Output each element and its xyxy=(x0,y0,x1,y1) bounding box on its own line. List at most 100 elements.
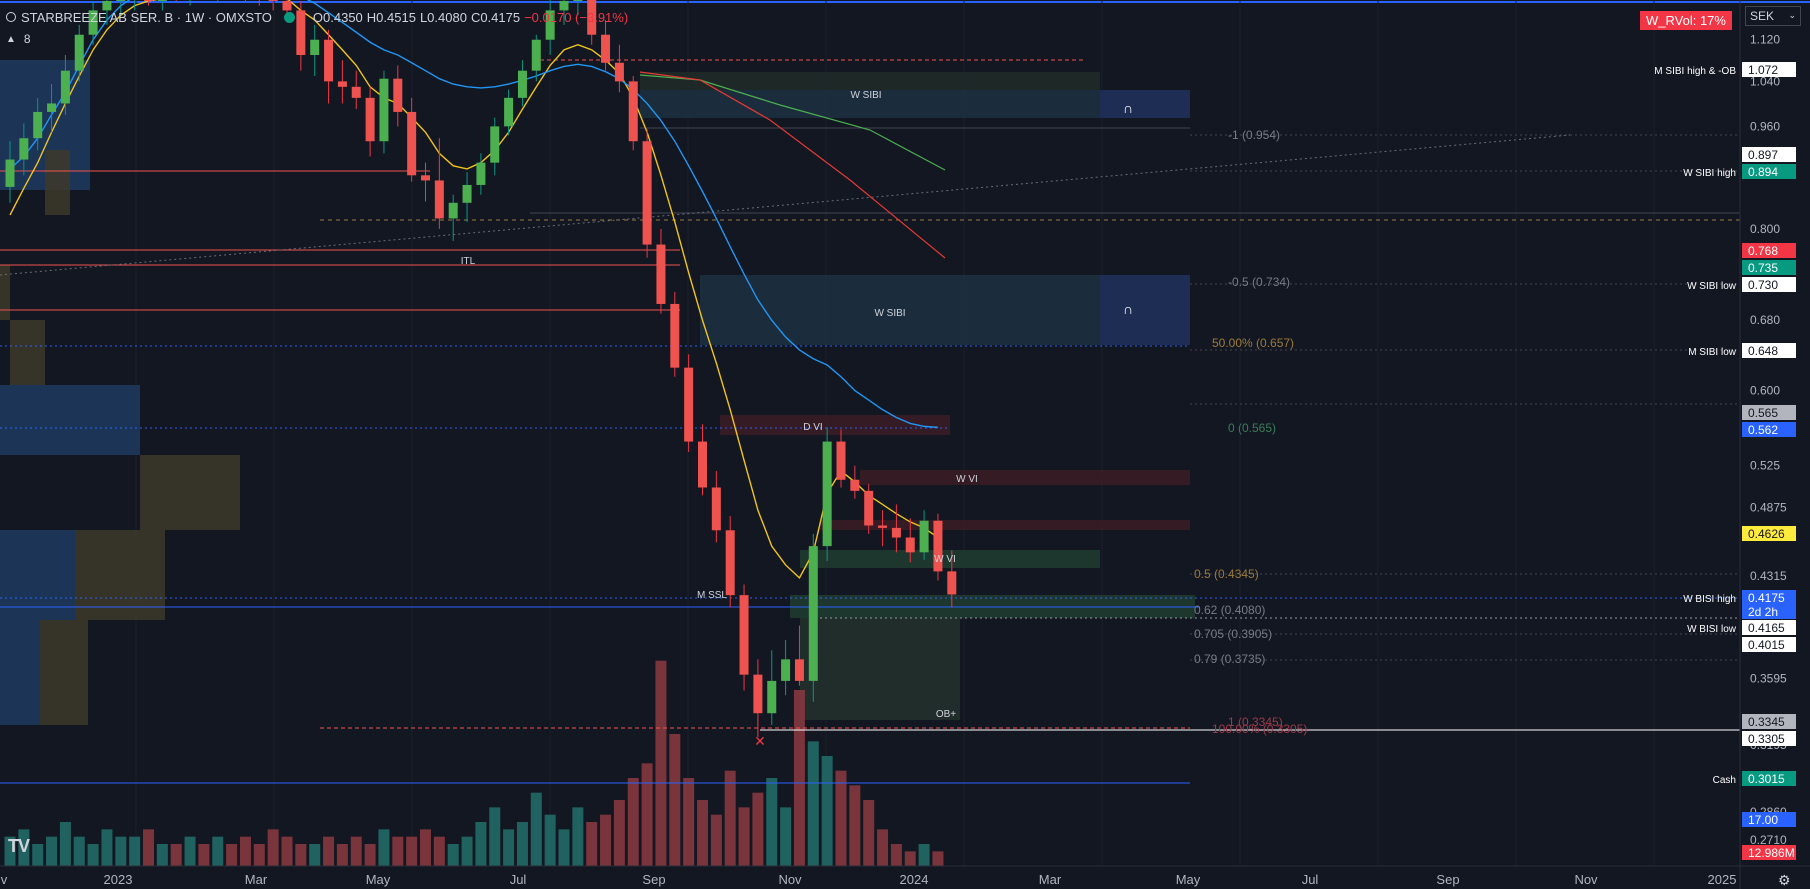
volume-bar xyxy=(46,836,58,866)
volume-profile-box xyxy=(140,455,240,530)
price-badge-value: 0.894 xyxy=(1748,165,1778,179)
price-badge-label: M SIBI low xyxy=(1688,347,1737,358)
fib-level-label: 0 (0.565) xyxy=(1228,421,1276,435)
rvol-badge: W_RVol: 17% xyxy=(1640,11,1732,30)
price-badge-value: 0.648 xyxy=(1748,344,1778,358)
moving-average-line xyxy=(9,0,939,580)
candle-body xyxy=(462,184,472,203)
time-tick: Nov xyxy=(778,872,802,887)
volume-bar xyxy=(309,844,321,866)
volume-bar xyxy=(613,800,625,866)
tradingview-logo[interactable]: TV xyxy=(8,836,30,856)
zone-label: D VI xyxy=(803,422,822,433)
volume-bar xyxy=(710,814,722,866)
volume-profile-box xyxy=(0,385,140,455)
fib-level-label: 0.62 (0.4080) xyxy=(1194,603,1265,617)
candle-body xyxy=(781,659,791,681)
zone-box xyxy=(640,72,1100,90)
volume-bar xyxy=(420,829,431,866)
fib-level-label: 0.705 (0.3905) xyxy=(1194,627,1272,641)
volume-bar xyxy=(918,844,930,866)
volume-bar xyxy=(239,836,251,866)
time-tick: Mar xyxy=(245,872,268,887)
fib-level-label: 0.79 (0.3735) xyxy=(1194,652,1265,666)
price-tick: 0.960 xyxy=(1750,119,1780,133)
symbol-header[interactable]: STARBREEZE AB SER. B · 1W · OMXSTO O0.43… xyxy=(6,8,634,26)
candle-body xyxy=(573,0,583,1)
candle-body xyxy=(670,303,680,368)
volume-bar xyxy=(295,844,307,866)
symbol-title[interactable]: STARBREEZE AB SER. B · 1W · OMXSTO xyxy=(21,9,272,25)
candle-body xyxy=(116,0,126,1)
indicator-toggle[interactable]: ▲ 8 xyxy=(6,32,31,46)
price-badge-value: 0.3305 xyxy=(1748,732,1785,746)
zone-label: ITL xyxy=(461,256,476,267)
candle-body xyxy=(725,530,735,596)
price-badge xyxy=(1742,590,1796,605)
candle-body xyxy=(351,86,361,98)
zone-label: W SIBI xyxy=(850,90,881,101)
zone-label: OB+ xyxy=(936,709,956,720)
zone-label: M SSL xyxy=(697,590,727,601)
price-badge-value: 0.4626 xyxy=(1748,527,1785,541)
volume-bar xyxy=(212,836,224,866)
volume-profile-box xyxy=(75,530,165,620)
volume-bar xyxy=(198,844,210,866)
price-badge xyxy=(1742,62,1796,77)
price-badge-value: 0.897 xyxy=(1748,148,1778,162)
fib-level-label: 1 (0.3345) xyxy=(1228,715,1283,729)
market-open-icon xyxy=(283,11,295,23)
volume-bar xyxy=(683,778,695,866)
price-tick: 0.525 xyxy=(1750,459,1780,473)
volume-bar xyxy=(143,829,154,866)
volume-bar xyxy=(129,836,141,866)
candle-body xyxy=(836,441,846,480)
volume-bar xyxy=(226,844,238,866)
volume-bar xyxy=(461,836,473,866)
candle-body xyxy=(60,70,70,104)
ohlc-high: H0.4515 xyxy=(366,9,416,25)
candle-body xyxy=(421,175,430,181)
price-badge xyxy=(1742,771,1796,786)
volume-bar xyxy=(697,800,708,866)
candle-body xyxy=(891,527,901,538)
fib-level-label: 100.00% (0.3305) xyxy=(1212,722,1307,736)
volume-bar xyxy=(780,807,792,866)
gear-icon[interactable]: ⚙ xyxy=(1778,872,1791,888)
candle-body xyxy=(947,571,957,595)
candle-body xyxy=(822,441,832,547)
price-badge-value: 0.4015 xyxy=(1748,638,1785,652)
zone-label: W VI xyxy=(956,474,978,485)
time-tick: May xyxy=(1176,872,1201,887)
zone-label: W VI xyxy=(934,554,956,565)
price-badge xyxy=(1742,164,1796,179)
fib-level-label: 50.00% (0.657) xyxy=(1212,336,1294,350)
price-badge-value: 0.730 xyxy=(1748,278,1778,292)
candle-body xyxy=(379,78,389,142)
candle-body xyxy=(767,680,777,714)
volume-bar xyxy=(281,836,293,866)
price-tick: 0.800 xyxy=(1750,222,1780,236)
price-badge-value: 0.565 xyxy=(1748,406,1778,420)
time-tick: Sep xyxy=(1436,872,1459,887)
candle-body xyxy=(850,479,860,491)
price-tick: 0.2710 xyxy=(1750,833,1787,847)
price-badge xyxy=(1742,260,1796,275)
volume-bar xyxy=(115,836,127,866)
volume-profile-box xyxy=(0,620,40,725)
candle-body xyxy=(504,97,514,127)
currency-value: SEK xyxy=(1750,9,1775,23)
volume-bar xyxy=(807,741,819,866)
candle-body xyxy=(531,39,541,71)
candle-body xyxy=(310,39,320,55)
volume-bar xyxy=(793,690,805,866)
volume-bar xyxy=(877,829,889,866)
candle-body xyxy=(337,81,347,87)
volume-bar xyxy=(600,814,612,866)
price-badge-label: W SIBI high xyxy=(1683,168,1736,179)
fib-level-label: -0.5 (0.734) xyxy=(1228,275,1290,289)
volume-bar xyxy=(641,763,653,866)
currency-select[interactable]: SEK ⌄ xyxy=(1745,6,1801,26)
volume-bar xyxy=(73,836,85,866)
